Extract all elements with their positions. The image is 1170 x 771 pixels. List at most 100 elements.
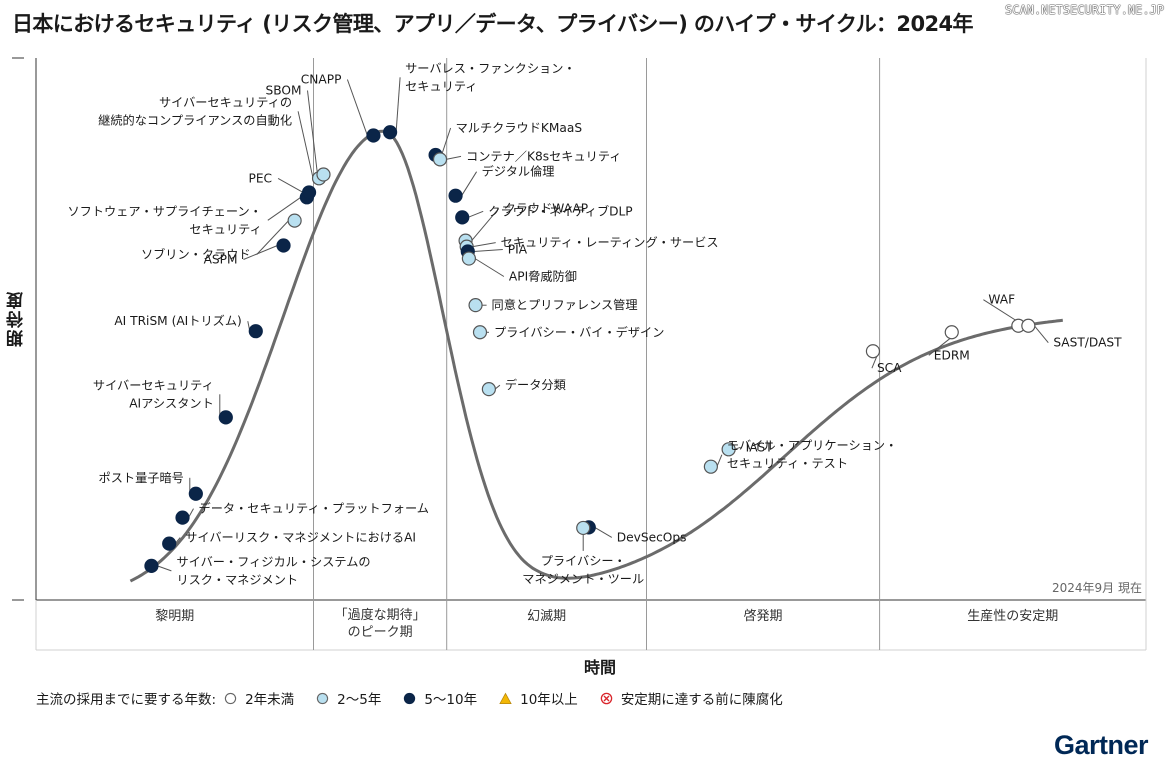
- phase-label: 「過度な期待」のピーク期: [335, 607, 426, 640]
- technology-label: サイバーセキュリティ AIアシスタント: [93, 378, 214, 410]
- technology-point: [721, 442, 736, 457]
- leader-line: [474, 258, 505, 277]
- technology-label: API脅威防御: [509, 269, 577, 284]
- navy-circle-icon: [404, 692, 416, 704]
- leader-line: [716, 454, 723, 467]
- technology-label: サイバー・フィジカル・システムのリスク・マネジメント: [176, 555, 370, 587]
- technology-label: IAST: [746, 440, 774, 454]
- technology-label: ソブリン・クラウド: [141, 247, 251, 262]
- technology-point: [175, 510, 190, 525]
- leader-line: [307, 90, 318, 175]
- technology-label: PIA: [508, 242, 528, 256]
- chart-frame: [12, 57, 1147, 651]
- legend-label-5to10: 5〜10年: [424, 692, 478, 708]
- leader-line: [243, 245, 278, 260]
- technology-label: サイバーセキュリティの継続的なコンプライアンスの自動化: [98, 95, 292, 127]
- technology-label: サイバーリスク・マネジメントにおけるAI: [185, 531, 416, 545]
- leader-line: [157, 565, 172, 572]
- phase-label: 幻滅期: [527, 609, 566, 624]
- hype-curve: [129, 129, 1063, 583]
- legend-item-5to10: 5〜10年: [403, 688, 477, 708]
- legend-label-2to5: 2〜5年: [337, 692, 382, 708]
- technology-label: データ・セキュリティ・プラットフォーム: [199, 501, 429, 516]
- technology-point: [248, 324, 263, 339]
- technology-label: マルチクラウドKMaaS: [456, 121, 583, 135]
- technology-label: AI TRiSM (AIトリズム): [114, 313, 241, 328]
- leader-line: [473, 249, 503, 252]
- technology-point: [218, 410, 233, 425]
- legend-title: 主流の採用までに要する年数:: [36, 692, 217, 708]
- technology-label: デジタル倫理: [482, 164, 555, 179]
- technology-label: WAF: [988, 293, 1015, 307]
- technology-label: モバイル・アプリケーション・セキュリティ・テスト: [727, 439, 897, 471]
- technology-points: [144, 125, 1036, 573]
- watermark: SCAN.NETSECURITY.NE.JP: [1005, 3, 1164, 17]
- legend-label-lt2: 2年未満: [245, 692, 295, 708]
- technology-point: [481, 382, 496, 397]
- leader-line: [256, 220, 289, 255]
- technology-label: サーバレス・ファンクション・セキュリティ: [405, 61, 576, 93]
- technology-point: [432, 152, 448, 167]
- leader-line: [445, 155, 462, 160]
- as-of-date: 2024年9月 現在: [1052, 581, 1142, 595]
- technology-label: 同意とプリファレンス管理: [492, 297, 638, 312]
- technology-point: [366, 128, 381, 143]
- legend-item-lt2: 2年未満: [224, 688, 294, 708]
- technology-label: プライバシー・バイ・デザイン: [494, 324, 664, 339]
- technology-label: クラウド・ネイティブDLP: [488, 203, 632, 218]
- technology-point: [188, 486, 203, 501]
- technology-point: [1021, 318, 1036, 333]
- gartner-logo: Gartner: [1053, 730, 1149, 760]
- technology-point: [703, 459, 718, 474]
- leader-line: [1033, 325, 1049, 344]
- technology-point: [455, 210, 470, 225]
- phase-label: 啓発期: [744, 609, 783, 624]
- red-x-circle-icon: [600, 692, 613, 704]
- technology-point: [865, 344, 881, 359]
- light-blue-circle-icon: [316, 692, 329, 704]
- label-leaders: [157, 77, 1049, 572]
- phase-label: 生産性の安定期: [967, 608, 1058, 624]
- technology-point: [461, 251, 476, 266]
- technology-label: ポスト量子暗号: [99, 470, 184, 485]
- technology-label: SAST/DAST: [1053, 336, 1122, 350]
- technology-label: SBOM: [265, 84, 301, 98]
- technology-point: [301, 185, 317, 200]
- technology-point: [468, 298, 483, 313]
- technology-label: ソフトウェア・サプライチェーン・セキュリティ: [67, 204, 261, 236]
- legend: 主流の採用までに要する年数: 2年未満 2〜5年 5〜10年 10年以上 安定期…: [36, 688, 805, 708]
- technology-label: EDRM: [934, 348, 970, 362]
- yellow-triangle-icon: [499, 692, 512, 704]
- technology-label: プライバシー・マネジメント・ツール: [522, 554, 644, 586]
- leader-line: [441, 127, 452, 156]
- white-circle-icon: [224, 692, 237, 704]
- legend-item-2to5: 2〜5年: [316, 688, 381, 708]
- leader-line: [461, 171, 478, 196]
- technology-point: [576, 520, 591, 536]
- leader-line: [471, 208, 499, 242]
- technology-point: [316, 167, 331, 182]
- technology-point: [472, 325, 488, 340]
- legend-label-obsolete: 安定期に達する前に陳腐化: [620, 692, 783, 708]
- technology-point: [276, 238, 291, 253]
- technology-point: [448, 188, 463, 203]
- legend-item-gt10: 10年以上: [499, 688, 578, 708]
- technology-point: [287, 213, 302, 228]
- technology-point: [144, 558, 159, 573]
- leader-line: [594, 526, 613, 538]
- technology-label: データ分類: [505, 377, 566, 392]
- leader-line: [267, 196, 302, 221]
- leader-line: [395, 77, 401, 133]
- x-axis-label: 時間: [583, 658, 616, 677]
- phase-separators: 黎明期 「過度な期待」のピーク期 幻滅期 啓発期 生産性の安定期: [155, 58, 1058, 650]
- leader-line: [346, 79, 368, 136]
- legend-label-gt10: 10年以上: [520, 692, 578, 708]
- technology-label: PEC: [248, 171, 272, 185]
- technology-label: ASPM: [204, 253, 238, 267]
- technology-label: CNAPP: [301, 73, 342, 87]
- technology-label: DevSecOps: [617, 530, 687, 544]
- leader-line: [472, 242, 496, 248]
- technology-labels: サイバー・フィジカル・システムのリスク・マネジメント サイバーリスク・マネジメント…: [67, 61, 1122, 587]
- leader-line: [468, 210, 484, 218]
